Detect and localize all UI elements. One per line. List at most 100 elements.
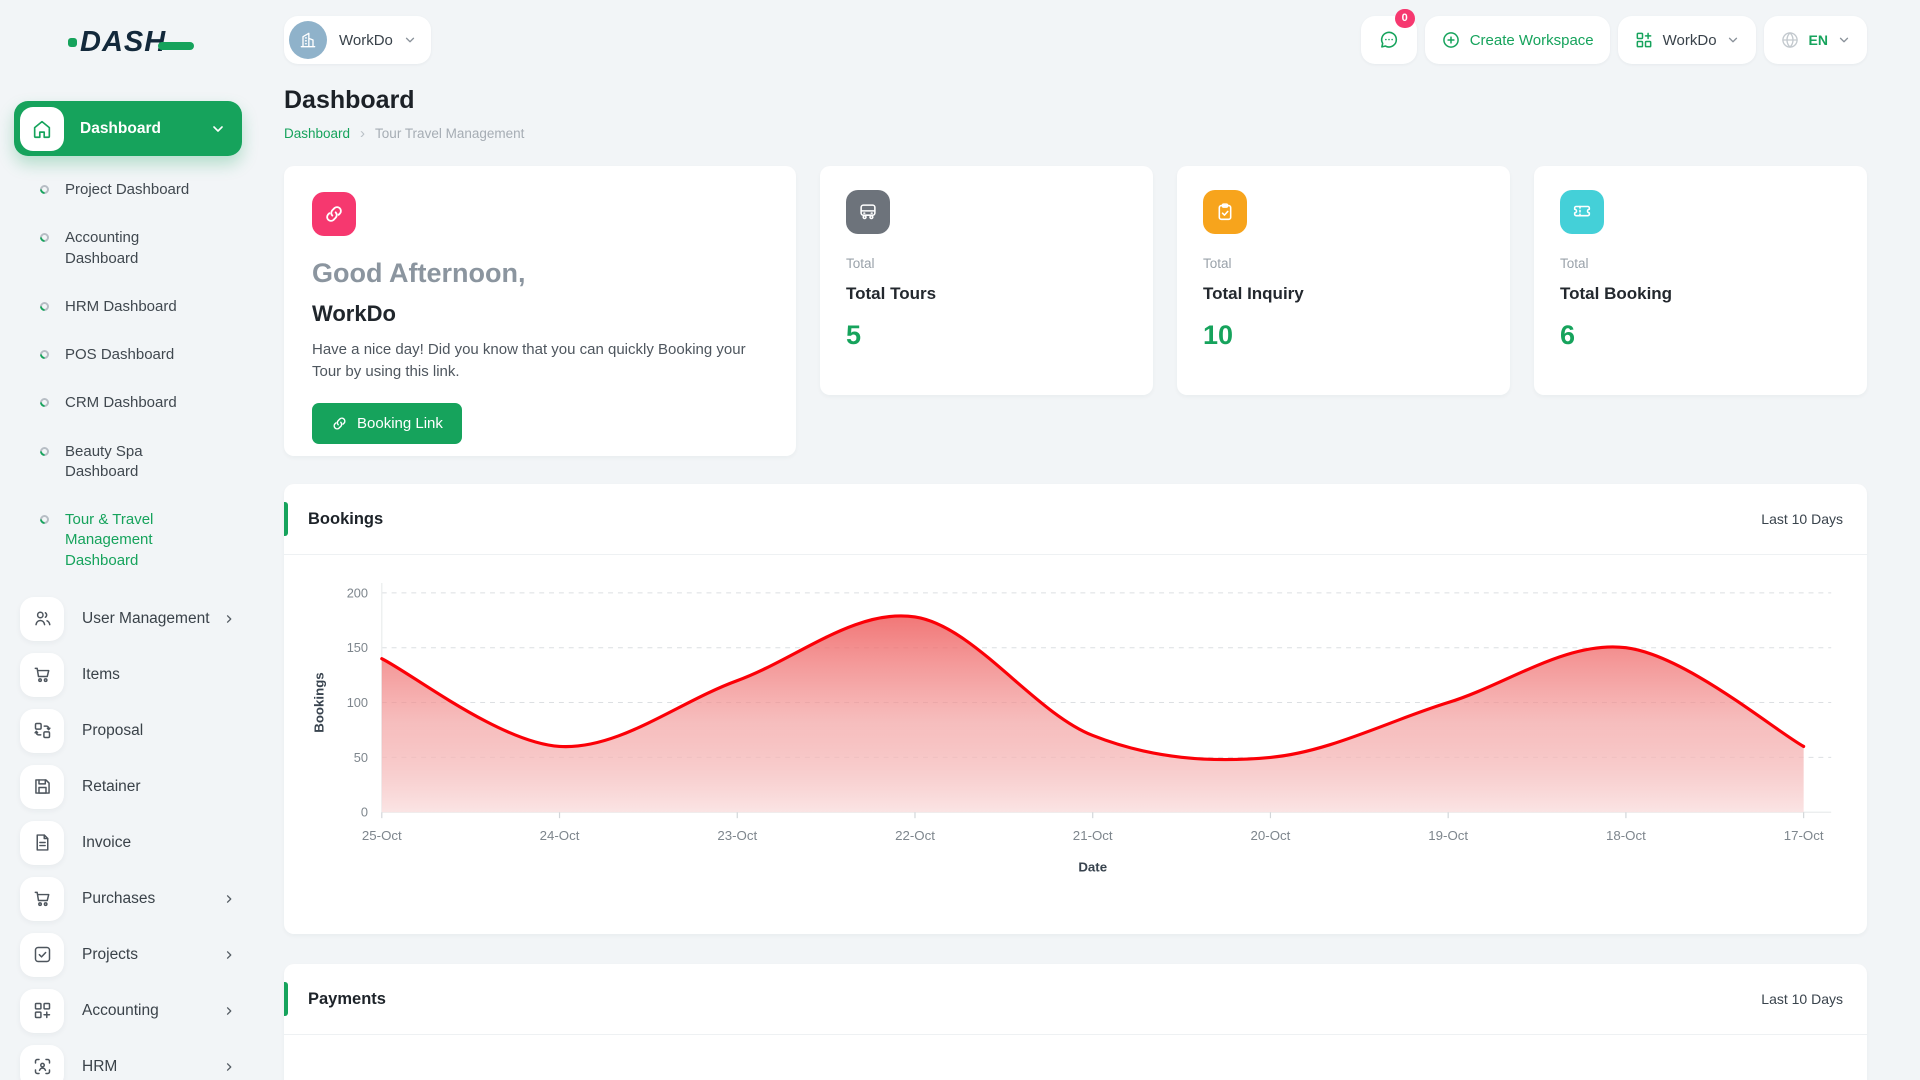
sidebar-item[interactable]: Items (0, 647, 258, 703)
payments-panel: Payments Last 10 Days (284, 964, 1867, 1080)
sidebar-item[interactable]: HRM (0, 1039, 258, 1080)
sidebar-subitem[interactable]: Accounting Dashboard (0, 214, 258, 283)
messages-badge: 0 (1394, 9, 1415, 28)
greeting-user-name: WorkDo (312, 301, 396, 326)
page-head: Dashboard Dashboard › Tour Travel Manage… (284, 86, 1867, 142)
bookings-area-chart: 0 50 100 150 200 25-Oct 24-Oct 23-Oct 22-Oct 21-O… (312, 583, 1832, 874)
ticket-icon (1560, 190, 1604, 234)
chevron-down-icon (1726, 33, 1740, 47)
sidebar-item[interactable]: Proposal (0, 703, 258, 759)
sidebar-subitem[interactable]: Project Dashboard (0, 166, 258, 214)
chevron-right-icon (222, 948, 236, 962)
cart-icon (20, 876, 64, 921)
app-logo[interactable]: DASH (0, 0, 258, 59)
payments-range-label: Last 10 Days (1761, 991, 1843, 1007)
stat-value: 5 (846, 320, 862, 350)
bullet-icon (38, 513, 51, 526)
y-tick-label: 200 (347, 585, 368, 600)
breadcrumb-separator-icon: › (360, 125, 366, 142)
stat-title: Total Tours (846, 284, 937, 303)
create-workspace-label: Create Workspace (1469, 31, 1594, 49)
y-tick-label: 150 (347, 640, 368, 655)
stat-value: 10 (1203, 320, 1234, 350)
x-tick-label: 20-Oct (1251, 828, 1291, 843)
sidebar-item-dashboard[interactable]: Dashboard (14, 101, 242, 156)
sidebar-item-label: Invoice (82, 833, 132, 851)
messages-button[interactable]: 0 (1360, 9, 1417, 64)
x-tick-label: 22-Oct (895, 828, 935, 843)
x-tick-label: 23-Oct (717, 828, 757, 843)
booking-link-button[interactable]: Booking Link (312, 402, 462, 444)
user-scan-icon (20, 1044, 64, 1080)
language-code: EN (1808, 32, 1828, 48)
greeting-card: Good Afternoon, WorkDo Have a nice day! … (284, 166, 796, 456)
grid-plus-icon (1634, 30, 1654, 50)
stat-subtitle: Total (846, 256, 875, 271)
dashboard-submenu: Project Dashboard Accounting Dashboard H… (0, 166, 258, 585)
stat-value: 6 (1560, 320, 1576, 350)
chevron-right-icon (222, 1004, 236, 1018)
sidebar-item[interactable]: Retainer (0, 759, 258, 815)
bullet-icon (38, 231, 51, 245)
sidebar-item[interactable]: Purchases (0, 871, 258, 927)
bookings-panel-header: Bookings Last 10 Days (284, 484, 1867, 554)
sidebar-item-label: Items (82, 665, 120, 683)
bus-icon (846, 190, 890, 234)
sidebar-menu: User Management Items Proposal Retainer … (0, 591, 258, 1080)
x-tick-label: 25-Oct (362, 828, 402, 843)
x-axis-title: Date (1078, 859, 1107, 874)
stat-card: Total Total Booking 6 (1534, 166, 1867, 395)
breadcrumb-dashboard-link[interactable]: Dashboard (284, 126, 351, 141)
sidebar-item-label: Projects (82, 945, 138, 963)
link-icon (312, 192, 356, 236)
create-workspace-button[interactable]: Create Workspace (1424, 16, 1610, 64)
check-square-icon (20, 932, 64, 977)
bookings-chart: 0 50 100 150 200 25-Oct 24-Oct 23-Oct 22-Oct 21-O… (284, 555, 1867, 904)
bullet-icon (38, 348, 51, 361)
plus-circle-icon (1441, 30, 1461, 50)
sidebar-subitem[interactable]: CRM Dashboard (0, 379, 258, 427)
breadcrumb-current: Tour Travel Management (375, 126, 525, 141)
sidebar-item[interactable]: Invoice (0, 815, 258, 871)
link-icon (331, 415, 348, 432)
bookings-range-label: Last 10 Days (1761, 511, 1843, 527)
payments-title: Payments (308, 989, 386, 1008)
sidebar-subitem-label: Project Dashboard (65, 181, 190, 198)
language-selector[interactable]: EN (1763, 16, 1867, 64)
workspace-name: WorkDo (339, 31, 393, 49)
breadcrumb: Dashboard › Tour Travel Management (284, 125, 1867, 142)
globe-icon (1780, 30, 1800, 50)
workspace-switcher[interactable]: WorkDo (284, 16, 431, 64)
file-icon (20, 820, 64, 865)
stat-card: Total Total Inquiry 10 (1177, 166, 1510, 395)
summary-cards-row: Good Afternoon, WorkDo Have a nice day! … (284, 166, 1867, 456)
page-title: Dashboard (284, 86, 415, 114)
sidebar-item[interactable]: Accounting (0, 983, 258, 1039)
stat-subtitle: Total (1203, 256, 1232, 271)
sidebar-item-label: Accounting (82, 1001, 159, 1019)
building-icon (289, 21, 327, 59)
sidebar-subitem[interactable]: POS Dashboard (0, 331, 258, 379)
sidebar-item[interactable]: Projects (0, 927, 258, 983)
sidebar-subitem[interactable]: Beauty Spa Dashboard (0, 428, 258, 497)
swap-squares-icon (20, 708, 64, 753)
sidebar-subitem-label: Accounting Dashboard (65, 229, 140, 267)
sidebar-item[interactable]: User Management (0, 591, 258, 647)
sidebar-subitem[interactable]: Tour & Travel Management Dashboard (0, 496, 258, 585)
chevron-down-icon (210, 121, 226, 137)
chevron-right-icon (222, 1060, 236, 1074)
workspace-menu[interactable]: WorkDo (1617, 16, 1756, 64)
sidebar-item-label: Dashboard (80, 119, 161, 137)
stat-title: Total Booking (1560, 284, 1673, 303)
payments-panel-header: Payments Last 10 Days (284, 964, 1867, 1034)
clipboard-check-icon (1203, 190, 1247, 234)
main-area: WorkDo 0 Create Workspace WorkDo EN (258, 0, 1920, 1080)
sidebar-subitem[interactable]: HRM Dashboard (0, 283, 258, 331)
chevron-right-icon (222, 612, 236, 626)
sidebar-item-label: User Management (82, 609, 210, 627)
bookings-area-fill (381, 615, 1804, 813)
x-tick-label: 24-Oct (540, 828, 580, 843)
bullet-icon (38, 396, 51, 410)
sidebar-subitem-label: Beauty Spa Dashboard (65, 442, 143, 480)
sidebar-subitem-label: CRM Dashboard (65, 394, 177, 412)
